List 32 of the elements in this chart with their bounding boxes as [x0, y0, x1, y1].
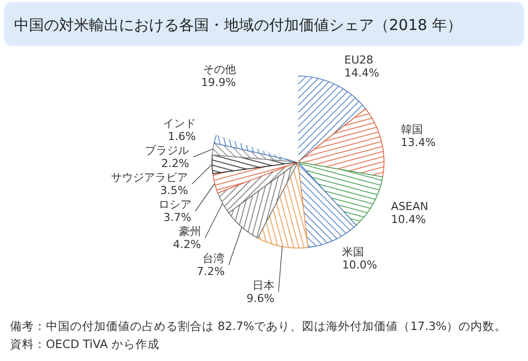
slice-label: 台湾 [202, 252, 225, 265]
text: 資料：OECD TiVA から作成 [10, 337, 160, 351]
pie-slice [298, 108, 384, 178]
slice-label: インド [162, 117, 196, 130]
pie-slice [212, 162, 298, 194]
slice-label: 豪州 [179, 225, 202, 238]
slice-label: ロシア [158, 198, 192, 211]
data-label: 7.2% [196, 265, 225, 278]
slice-label: 日本 [252, 279, 274, 292]
pie-slice [212, 154, 298, 174]
text: 備考：中国の付加価値の占める割合は 82.7%であり、図は海外付加価値（17.3%）の内数。 [10, 319, 507, 333]
slice-label: サウジアラビア [111, 171, 188, 184]
slice-label: その他 [203, 63, 236, 76]
data-label: 14.4% [344, 66, 380, 80]
slice-label: ASEAN [390, 200, 428, 213]
data-label: 10.0% [342, 258, 378, 272]
data-label: 10.4% [390, 212, 426, 226]
data-label: 13.4% [400, 136, 436, 150]
data-label: 1.6% [168, 130, 196, 143]
slice-label: 韓国 [400, 123, 423, 136]
chart-title: 中国の対米輸出における各国・地域の付加価値シェア（2018 年） [14, 16, 462, 34]
data-label: 3.5% [160, 184, 188, 197]
slice-label: 米国 [342, 245, 364, 258]
slice-label: ブラジル [145, 144, 190, 157]
slice-label: EU28 [344, 54, 374, 67]
data-label: 4.2% [173, 238, 202, 251]
data-label: 2.2% [161, 157, 190, 170]
data-label: 3.7% [163, 211, 192, 224]
pie-slice [257, 162, 308, 248]
pie-slice [298, 162, 384, 226]
data-label: 19.9% [201, 76, 236, 90]
data-label: 9.6% [246, 292, 274, 305]
